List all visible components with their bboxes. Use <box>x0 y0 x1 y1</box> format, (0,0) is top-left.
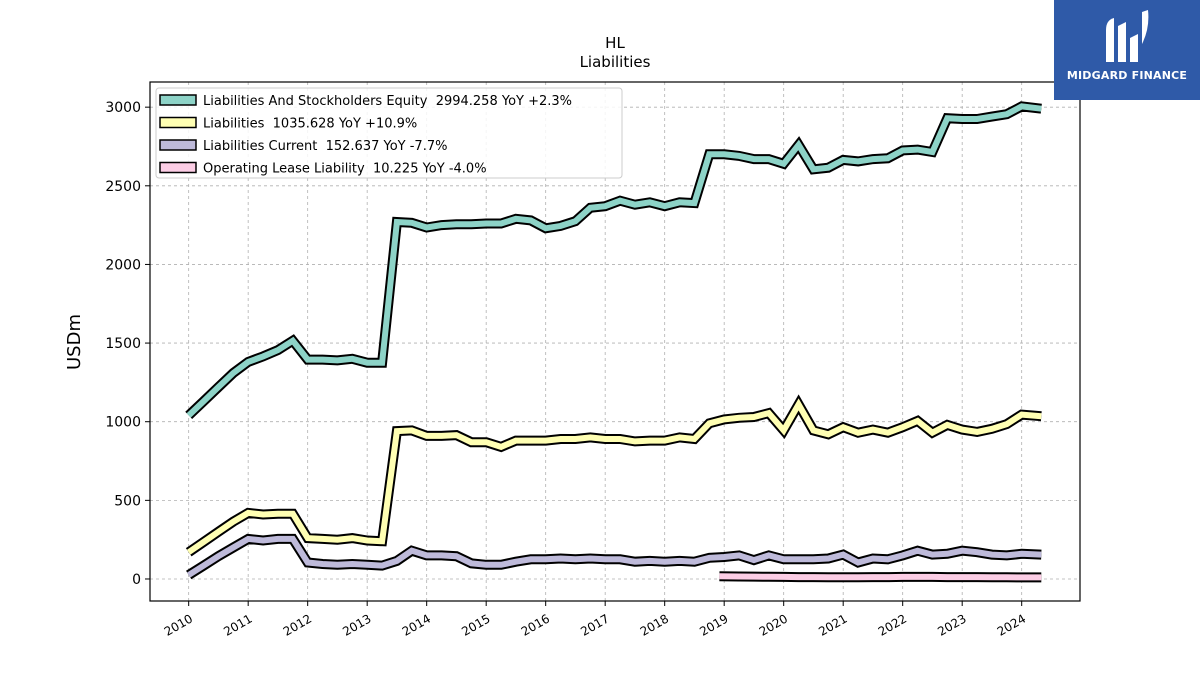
legend-label: Operating Lease Liability 10.225 YoY -4.… <box>203 162 487 177</box>
x-tick-label: 2022 <box>876 611 909 638</box>
x-tick-label: 2011 <box>221 611 254 638</box>
x-tick-label: 2021 <box>816 611 849 638</box>
legend-label: Liabilities Current 152.637 YoY -7.7% <box>203 139 447 154</box>
x-tick-label: 2016 <box>519 611 552 638</box>
legend-swatch <box>159 116 197 129</box>
x-tick-label: 2013 <box>340 611 373 638</box>
y-axis: 0 500 1000 1500 2000 2500 3000 <box>105 100 150 588</box>
series-outline-1 <box>185 394 1042 557</box>
y-tick-label: 1000 <box>105 415 141 431</box>
brand-mark-icon <box>1106 10 1149 62</box>
y-tick-label: 1500 <box>105 336 141 352</box>
x-tick-label: 2018 <box>638 611 671 638</box>
series-line-0 <box>186 103 1042 418</box>
y-tick-label: 0 <box>132 572 141 588</box>
legend-box <box>155 87 623 179</box>
plot-frame <box>149 81 1081 602</box>
y-tick-label: 2500 <box>105 179 141 195</box>
legend-label: Liabilities 1035.628 YoY +10.9% <box>203 117 417 132</box>
series-line-2 <box>187 535 1042 578</box>
x-tick-label: 2024 <box>995 611 1028 638</box>
y-tick-label: 2000 <box>105 257 141 273</box>
chart-title: HL <box>605 34 625 52</box>
x-axis: 2010 2011 2012 2013 2014 2015 2016 2017 2018 2019… <box>162 601 1028 639</box>
series-lines <box>185 101 1042 583</box>
x-tick-label: 2010 <box>162 611 195 638</box>
legend-swatch <box>159 161 197 174</box>
legend-label: Liabilities And Stockholders Equity 2994… <box>203 94 572 109</box>
legend: Liabilities And Stockholders Equity 2994… <box>155 87 623 179</box>
series-line-3 <box>719 573 1042 581</box>
x-tick-label: 2014 <box>400 611 433 638</box>
x-tick-label: 2019 <box>697 611 730 638</box>
x-tick-label: 2017 <box>578 611 611 638</box>
y-tick-label: 500 <box>114 493 141 509</box>
y-tick-label: 3000 <box>105 100 141 116</box>
x-tick-label: 2012 <box>281 611 314 638</box>
chart-subtitle: Liabilities <box>580 53 651 71</box>
grid <box>150 82 1080 601</box>
series-line-1 <box>187 398 1042 555</box>
x-tick-label: 2020 <box>757 611 790 638</box>
legend-swatch <box>159 139 197 151</box>
x-tick-label: 2015 <box>459 611 492 638</box>
y-axis-label: USDm <box>64 314 85 370</box>
brand-logo: MIDGARD FINANCE <box>1054 0 1200 100</box>
x-tick-label: 2023 <box>935 611 968 638</box>
brand-name: MIDGARD FINANCE <box>1066 69 1188 82</box>
legend-swatch <box>159 94 197 106</box>
